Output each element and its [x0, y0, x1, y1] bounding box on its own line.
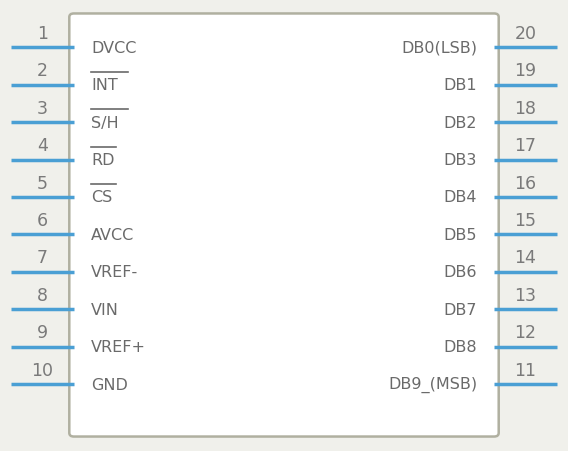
Text: DB5: DB5: [444, 227, 477, 242]
Text: 1: 1: [37, 25, 48, 43]
Text: DB3: DB3: [444, 153, 477, 168]
Text: 6: 6: [37, 212, 48, 230]
Text: 12: 12: [515, 323, 536, 341]
Text: DB2: DB2: [444, 115, 477, 130]
Text: VREF-: VREF-: [91, 265, 138, 280]
Text: INT: INT: [91, 78, 118, 93]
Text: 15: 15: [515, 212, 536, 230]
Text: DB0(LSB): DB0(LSB): [401, 41, 477, 55]
Text: DB4: DB4: [444, 190, 477, 205]
Text: 18: 18: [515, 99, 536, 117]
Text: DVCC: DVCC: [91, 41, 136, 55]
Text: 16: 16: [515, 174, 536, 192]
Text: DB1: DB1: [444, 78, 477, 93]
Text: 11: 11: [515, 361, 536, 379]
FancyBboxPatch shape: [69, 14, 499, 437]
Text: 13: 13: [515, 286, 536, 304]
Text: 9: 9: [37, 323, 48, 341]
Text: VIN: VIN: [91, 302, 119, 317]
Text: 14: 14: [515, 249, 536, 267]
Text: GND: GND: [91, 377, 128, 391]
Text: 7: 7: [37, 249, 48, 267]
Text: S/H: S/H: [91, 115, 119, 130]
Text: 4: 4: [37, 137, 48, 155]
Text: 3: 3: [37, 99, 48, 117]
Text: VREF+: VREF+: [91, 340, 146, 354]
Text: RD: RD: [91, 153, 114, 168]
Text: AVCC: AVCC: [91, 227, 134, 242]
Text: 5: 5: [37, 174, 48, 192]
Text: DB6: DB6: [444, 265, 477, 280]
Text: 8: 8: [37, 286, 48, 304]
Text: 2: 2: [37, 62, 48, 80]
Text: DB8: DB8: [444, 340, 477, 354]
Text: CS: CS: [91, 190, 112, 205]
Text: DB7: DB7: [444, 302, 477, 317]
Text: 10: 10: [32, 361, 53, 379]
Text: 20: 20: [515, 25, 536, 43]
Text: 17: 17: [515, 137, 536, 155]
Text: 19: 19: [515, 62, 536, 80]
Text: DB9_(MSB): DB9_(MSB): [388, 376, 477, 392]
